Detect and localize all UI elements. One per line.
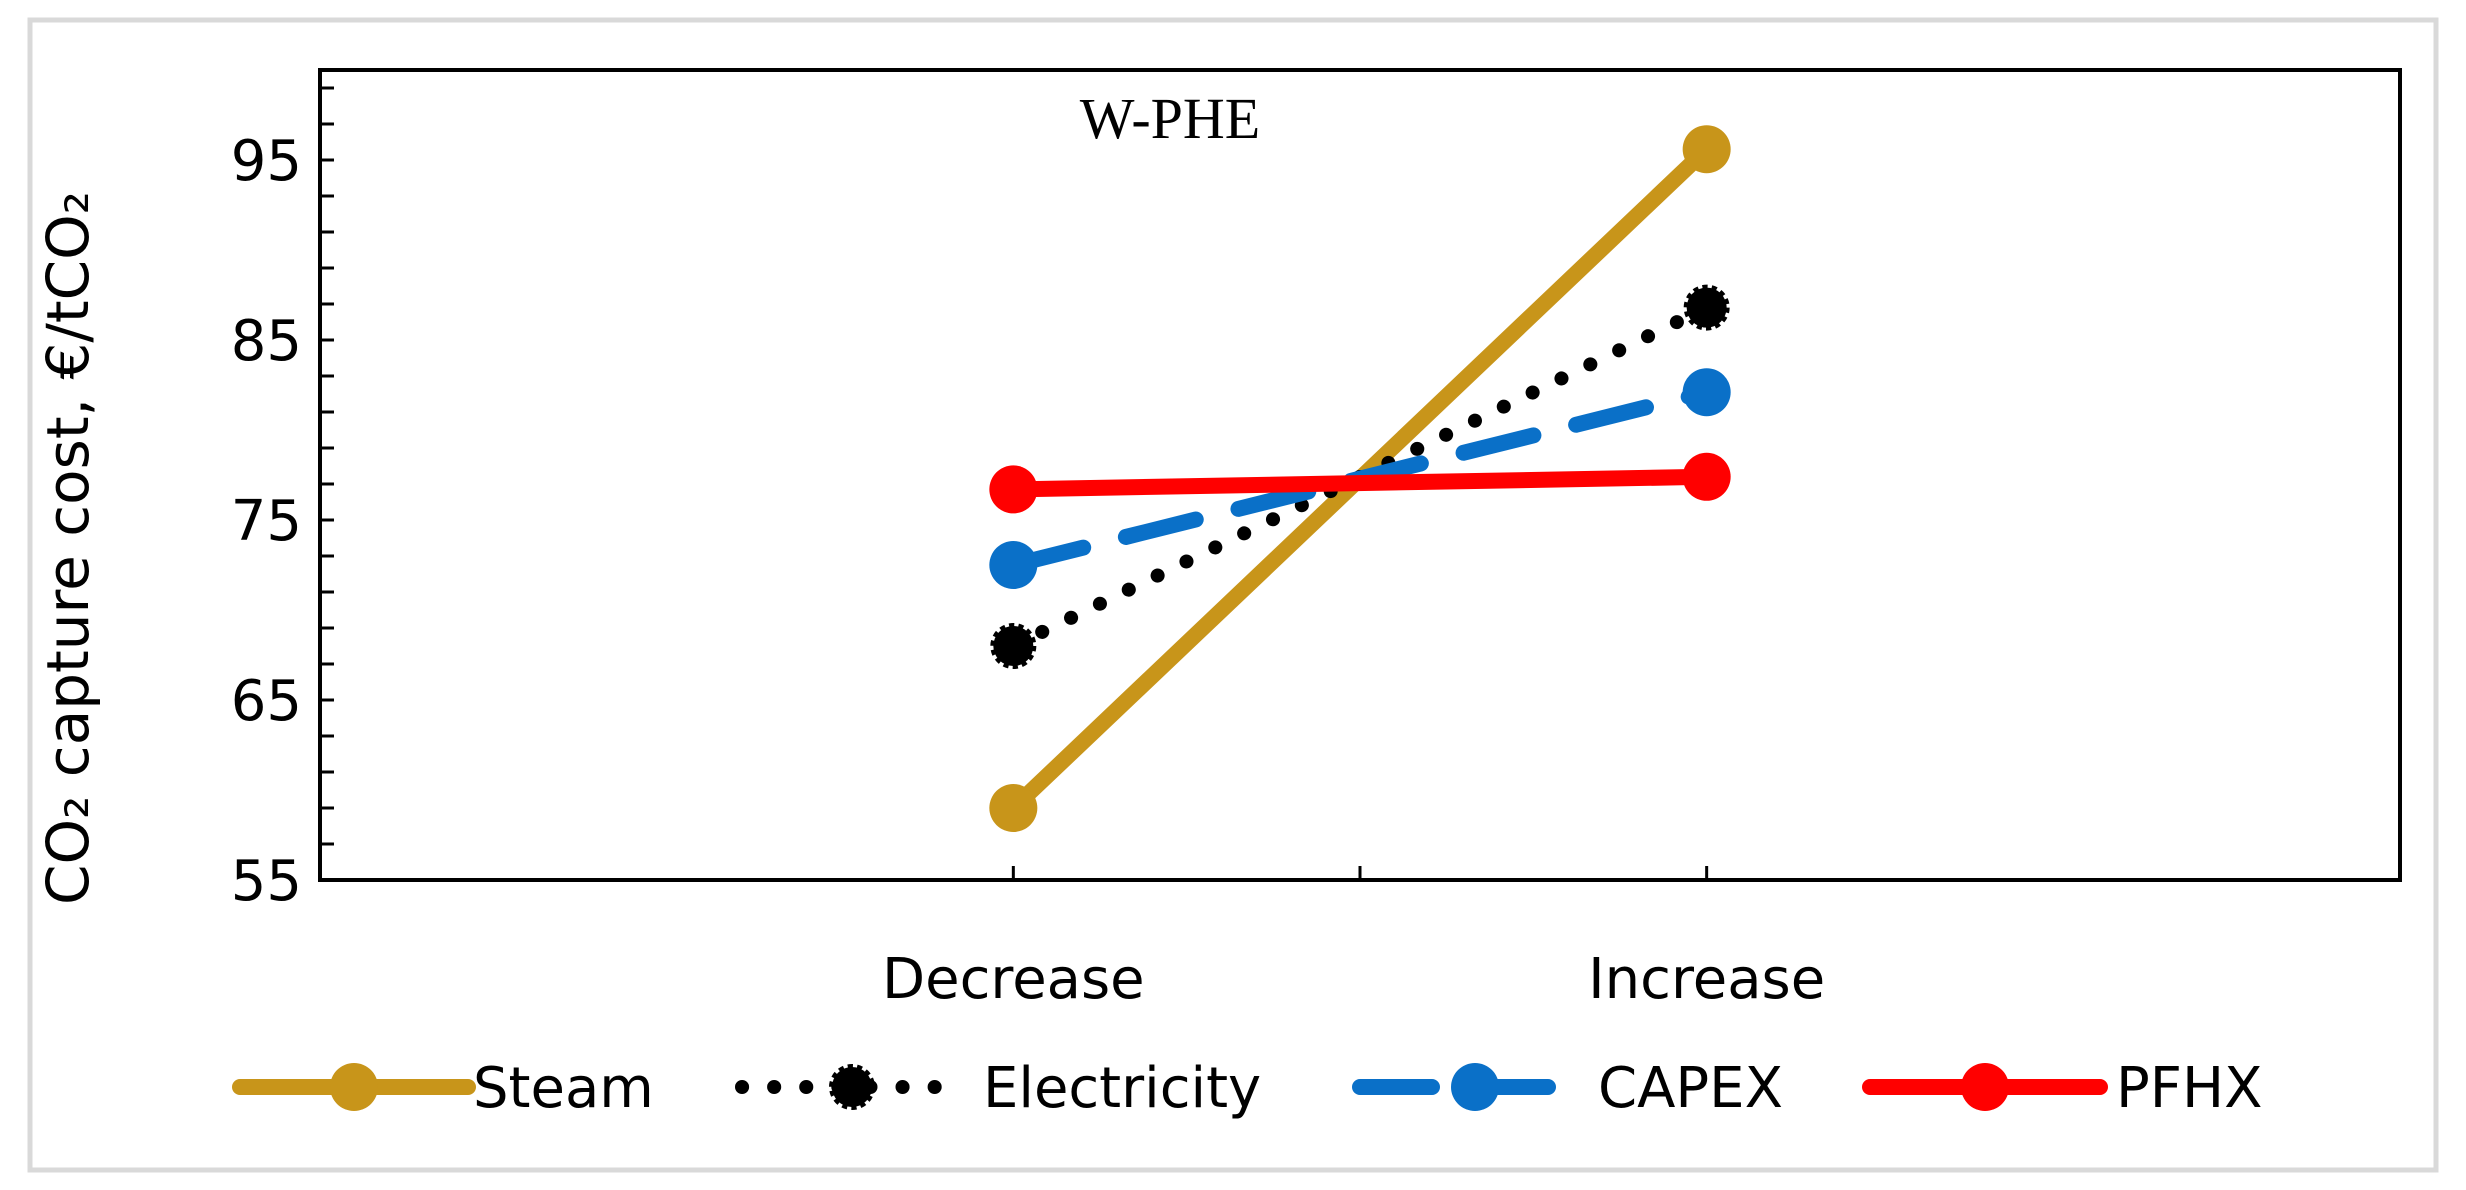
plot-area: 55 65 75 85 95 Decrease Increase xyxy=(231,68,2402,1012)
series-layer xyxy=(989,125,1731,832)
y-axis-title: CO₂ capture cost, €/tCO₂ xyxy=(34,191,102,905)
series-line xyxy=(1005,468,1715,498)
legend-item-electricity: Electricity xyxy=(735,1056,1261,1121)
legend-label: PFHX xyxy=(2116,1056,2262,1121)
y-minor-ticks xyxy=(320,86,334,882)
data-point xyxy=(990,623,1037,669)
y-tick-label: 75 xyxy=(231,489,302,554)
legend-marker xyxy=(829,1064,875,1110)
legend-marker xyxy=(330,1063,378,1111)
data-point xyxy=(989,784,1038,832)
legend-label: CAPEX xyxy=(1598,1056,1783,1121)
legend: Steam Electricity CAPEX PFHX xyxy=(232,1056,2262,1121)
y-tick-label: 95 xyxy=(231,129,302,194)
x-category-label: Increase xyxy=(1588,947,1825,1012)
y-tick-label: 55 xyxy=(231,849,302,914)
data-point xyxy=(1682,368,1731,417)
data-point xyxy=(1683,284,1730,331)
x-category-label: Decrease xyxy=(882,947,1145,1012)
chart-title: W-PHE xyxy=(1080,86,1260,151)
legend-item-pfhx: PFHX xyxy=(1862,1056,2262,1121)
legend-label: Steam xyxy=(473,1056,654,1121)
y-tick-labels: 55 65 75 85 95 xyxy=(231,129,302,914)
x-ticks xyxy=(1011,866,1709,880)
legend-marker xyxy=(1961,1063,2009,1111)
data-point xyxy=(1682,452,1731,501)
data-point xyxy=(989,541,1038,589)
series-pfhx xyxy=(989,452,1731,514)
legend-label: Electricity xyxy=(983,1056,1261,1121)
x-tick-labels: Decrease Increase xyxy=(882,947,1825,1012)
y-tick-label: 65 xyxy=(231,669,302,734)
legend-item-steam: Steam xyxy=(232,1056,654,1121)
legend-item-capex: CAPEX xyxy=(1352,1056,1783,1121)
data-point xyxy=(989,465,1038,514)
data-point xyxy=(1682,125,1731,174)
legend-marker xyxy=(1451,1063,1499,1111)
y-tick-label: 85 xyxy=(231,309,302,374)
